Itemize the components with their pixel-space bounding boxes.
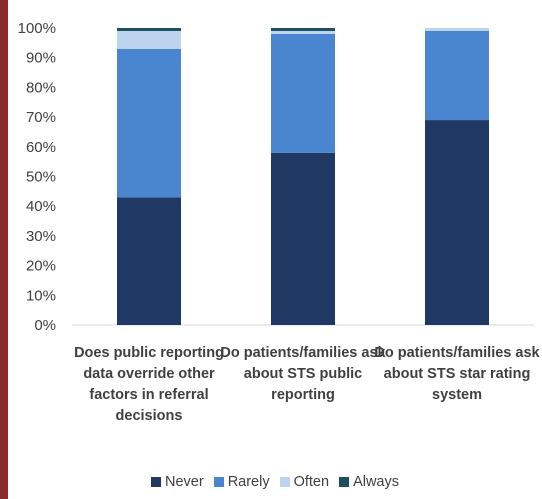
y-tick-label: 40% bbox=[26, 198, 56, 215]
category-label-line: about STS public bbox=[243, 366, 363, 382]
category-label-line: reporting bbox=[271, 387, 335, 403]
y-tick-label: 20% bbox=[26, 258, 56, 275]
legend-item-often: Often bbox=[279, 474, 330, 490]
category-label-line: decisions bbox=[115, 408, 183, 424]
legend-label: Always bbox=[353, 474, 399, 490]
bar-segment-often-3 bbox=[425, 28, 489, 31]
bar-segment-rarely-1 bbox=[117, 48, 181, 198]
y-tick-label: 90% bbox=[26, 50, 56, 67]
bar-segment-rarely-3 bbox=[425, 30, 489, 121]
category-label-2: Do patients/families ask about STS public… bbox=[215, 343, 391, 406]
category-label-1: Does public reporting data override other… bbox=[61, 343, 237, 427]
y-tick-label: 80% bbox=[26, 79, 56, 96]
legend-swatch bbox=[339, 477, 350, 487]
y-tick-label: 70% bbox=[26, 109, 56, 126]
legend-item-always: Always bbox=[339, 474, 399, 490]
bar-segment-rarely-2 bbox=[271, 33, 335, 153]
legend-label: Rarely bbox=[227, 474, 270, 490]
bar-segment-often-1 bbox=[117, 30, 181, 49]
stacked-bar-chart: 0% 10% 20% 30% 40% 50% 60% 70% 80% 90% 100% bbox=[18, 20, 534, 334]
category-label-line: about STS star rating bbox=[383, 366, 531, 382]
category-label-line: Do patients/families ask bbox=[220, 345, 386, 361]
chart-panel: 0% 10% 20% 30% 40% 50% 60% 70% 80% 90% 100% Does p… bbox=[8, 0, 542, 499]
legend-swatch bbox=[151, 477, 161, 487]
category-label-line: Does public reporting bbox=[74, 345, 224, 361]
bar-segment-never-2 bbox=[271, 152, 335, 325]
legend-swatch bbox=[213, 477, 224, 487]
legend-label: Never bbox=[165, 474, 204, 490]
y-tick-label: 50% bbox=[26, 169, 56, 186]
y-tick-label: 60% bbox=[26, 139, 56, 156]
bar-segment-often-2 bbox=[271, 30, 335, 34]
legend-item-rarely: Rarely bbox=[213, 474, 270, 490]
legend: Never Rarely Often Always bbox=[8, 474, 542, 490]
legend-label: Often bbox=[293, 474, 330, 490]
y-tick-label: 30% bbox=[26, 228, 56, 245]
category-label-3: Do patients/families ask about STS star r… bbox=[369, 343, 542, 406]
y-tick-label: 0% bbox=[34, 317, 56, 334]
legend-swatch bbox=[279, 477, 290, 487]
category-label-line: data override other bbox=[83, 366, 215, 382]
y-tick-label: 100% bbox=[18, 20, 56, 37]
category-label-line: Do patients/families ask bbox=[374, 345, 540, 361]
y-tick-label: 10% bbox=[26, 287, 56, 304]
category-label-line: factors in referral bbox=[89, 387, 209, 403]
bar-segment-never-1 bbox=[117, 197, 181, 325]
bar-segment-never-3 bbox=[425, 120, 489, 325]
bar-segment-always-1 bbox=[117, 28, 181, 31]
legend-item-never: Never bbox=[151, 474, 204, 490]
category-label-line: system bbox=[432, 387, 482, 403]
bar-segment-always-2 bbox=[271, 28, 335, 31]
